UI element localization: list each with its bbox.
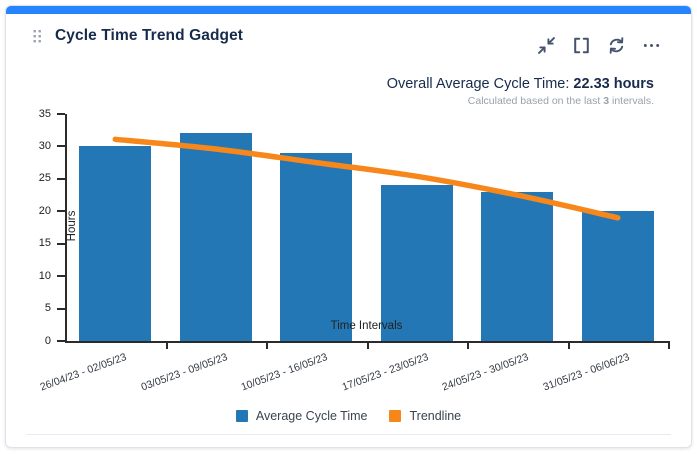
gadget-toolbar [536,35,662,56]
expand-icon [574,37,589,54]
y-tick-label: 10 [38,269,51,282]
y-tick [57,210,65,213]
expand-button[interactable] [571,35,592,56]
legend-swatch [235,410,248,422]
y-tick [57,340,65,342]
y-tick-label: 5 [44,302,51,315]
minimize-button[interactable] [536,35,557,56]
y-tick [57,113,65,115]
x-category-label: 10/05/23 - 16/05/23 [239,351,330,394]
x-category-label: 24/05/23 - 30/05/23 [440,351,531,394]
legend-swatch [389,410,402,422]
more-options-button[interactable] [641,35,662,56]
gadget-header: Cycle Time Trend Gadget [6,14,691,58]
summary-label: Overall Average Cycle Time: [386,76,574,92]
x-axis-title: Time Intervals [330,320,403,332]
y-tick-label: 35 [38,109,51,120]
bar-4[interactable] [481,191,554,341]
bar-5[interactable] [581,211,654,341]
y-tick [57,177,65,180]
x-tick [668,341,670,349]
refresh-button[interactable] [606,35,627,56]
cycle-time-chart: 0 5 10 15 20 25 30 35 26/04/23 - 02/05/23 03/05/2… [36,109,686,406]
footer-divider [26,434,671,435]
y-tick [57,242,65,245]
y-tick [57,145,65,148]
x-category-label: 17/05/23 - 23/05/23 [340,351,430,394]
x-category-label: 26/04/23 - 02/05/23 [38,351,129,394]
bar-0[interactable] [79,146,152,341]
y-tick-label: 30 [38,139,51,152]
x-tick [165,341,168,349]
bar-2[interactable] [280,152,353,341]
y-tick-label: 0 [44,334,51,347]
x-tick [366,341,369,349]
y-axis [65,114,67,343]
refresh-icon [609,37,624,54]
legend-label: Average Cycle Time [255,409,368,423]
x-tick [567,341,570,349]
y-tick [57,307,65,310]
legend-item[interactable]: Average Cycle Time [235,409,368,423]
summary-note: Calculated based on the last 3 intervals… [467,95,654,107]
x-category-label: 03/05/23 - 09/05/23 [139,351,229,394]
legend-label: Trendline [409,409,462,423]
legend-item[interactable]: Trendline [389,409,461,423]
y-tick-label: 15 [38,237,51,250]
gadget-title: Cycle Time Trend Gadget [55,27,244,44]
minimize-icon [538,37,555,54]
x-category-label: 31/05/23 - 06/06/23 [541,351,631,394]
gadget-accent-bar [6,6,691,14]
y-axis-title: Hours [66,210,78,242]
gadget-card: Cycle Time Trend Gadget [5,5,692,448]
more-options-icon [643,44,660,47]
summary-value: 22.33 hours [573,76,654,92]
y-tick-label: 25 [38,172,51,185]
summary-block: Overall Average Cycle Time: 22.33 hours … [387,76,654,107]
drag-handle-icon[interactable] [33,29,42,44]
bar-3[interactable] [380,185,453,341]
y-tick [57,275,65,278]
y-tick-label: 20 [38,204,51,217]
x-tick [467,341,469,349]
bar-1[interactable] [179,133,252,341]
chart-legend: Average Cycle Time Trendline [6,405,691,427]
x-tick [266,341,268,349]
